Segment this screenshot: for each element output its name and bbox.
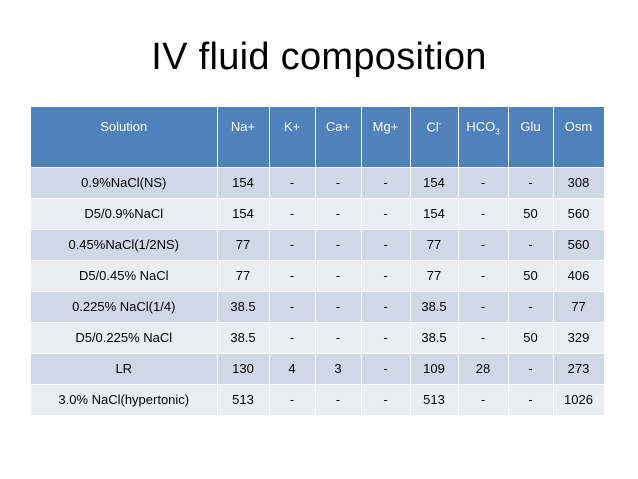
cell-sodium: 38.5	[217, 322, 270, 354]
cell-bicarbonate: -	[458, 260, 509, 292]
cell-solution: 0.225% NaCl(1/4)	[31, 291, 218, 323]
cell-potassium: -	[269, 260, 316, 292]
cell-osmolarity: 329	[553, 322, 605, 354]
table-body: 0.9%NaCl(NS) 154- - -154- -308 D5/0.9%NaCl 154…	[31, 167, 605, 416]
cell-sodium: 38.5	[217, 291, 270, 323]
table-row: 3.0% NaCl(hypertonic) 513- - -513- -1026	[31, 384, 605, 416]
cell-calcium: -	[315, 291, 362, 323]
cell-magnesium: -	[361, 198, 411, 230]
header-calcium: Ca+	[315, 107, 362, 168]
header-glucose: Glu	[508, 107, 554, 168]
cell-potassium: -	[269, 291, 316, 323]
cell-magnesium: -	[361, 384, 411, 416]
table-row: D5/0.9%NaCl 154- - -154-50 560	[31, 198, 605, 230]
cell-chloride: 513	[410, 384, 459, 416]
cell-osmolarity: 560	[553, 229, 605, 261]
cell-glucose: -	[508, 229, 554, 261]
cell-magnesium: -	[361, 322, 411, 354]
slide-title: IV fluid composition	[151, 36, 487, 78]
cell-solution: D5/0.45% NaCl	[31, 260, 218, 292]
cell-chloride: 77	[410, 260, 459, 292]
cell-osmolarity: 406	[553, 260, 605, 292]
cell-glucose: -	[508, 291, 554, 323]
header-bicarbonate: HCO3	[458, 107, 509, 168]
cell-calcium: 3	[315, 353, 362, 385]
cell-chloride: 38.5	[410, 291, 459, 323]
cell-calcium: -	[315, 167, 362, 199]
cell-glucose: 50	[508, 260, 554, 292]
header-sodium: Na+	[217, 107, 270, 168]
cell-magnesium: -	[361, 291, 411, 323]
table-row: LR 130 4 3-109 28-273	[31, 353, 605, 385]
cell-chloride: 109	[410, 353, 459, 385]
cell-sodium: 154	[217, 198, 270, 230]
table-row: D5/0.45% NaCl 77- - -77-50 406	[31, 260, 605, 292]
cell-bicarbonate: -	[458, 384, 509, 416]
cell-glucose: -	[508, 353, 554, 385]
cell-calcium: -	[315, 384, 362, 416]
cell-calcium: -	[315, 229, 362, 261]
cell-magnesium: -	[361, 167, 411, 199]
cell-solution: 0.9%NaCl(NS)	[31, 167, 218, 199]
cell-bicarbonate: -	[458, 167, 509, 199]
cell-osmolarity: 560	[553, 198, 605, 230]
header-solution: Solution	[31, 107, 218, 168]
cell-magnesium: -	[361, 260, 411, 292]
header-osmolarity: Osm	[553, 107, 605, 168]
cell-potassium: -	[269, 167, 316, 199]
cell-potassium: -	[269, 384, 316, 416]
cell-sodium: 130	[217, 353, 270, 385]
table-row: 0.9%NaCl(NS) 154- - -154- -308	[31, 167, 605, 199]
cell-sodium: 513	[217, 384, 270, 416]
cell-bicarbonate: 28	[458, 353, 509, 385]
cell-sodium: 77	[217, 260, 270, 292]
cell-bicarbonate: -	[458, 322, 509, 354]
cell-sodium: 154	[217, 167, 270, 199]
cell-bicarbonate: -	[458, 229, 509, 261]
cell-potassium: -	[269, 322, 316, 354]
cell-magnesium: -	[361, 229, 411, 261]
cell-osmolarity: 1026	[553, 384, 605, 416]
cell-bicarbonate: -	[458, 198, 509, 230]
cell-solution: 0.45%NaCl(1/2NS)	[31, 229, 218, 261]
cell-chloride: 77	[410, 229, 459, 261]
cell-solution: LR	[31, 353, 218, 385]
cell-potassium: -	[269, 198, 316, 230]
cell-glucose: -	[508, 167, 554, 199]
cell-solution: 3.0% NaCl(hypertonic)	[31, 384, 218, 416]
header-row: Solution Na+ K+ Ca+ Mg+ Cl- HCO3 Glu Osm	[31, 107, 605, 168]
cell-glucose: 50	[508, 198, 554, 230]
cell-glucose: -	[508, 384, 554, 416]
cell-chloride: 38.5	[410, 322, 459, 354]
cell-solution: D5/0.225% NaCl	[31, 322, 218, 354]
cell-calcium: -	[315, 198, 362, 230]
header-magnesium: Mg+	[361, 107, 411, 168]
cell-chloride: 154	[410, 167, 459, 199]
cell-osmolarity: 77	[553, 291, 605, 323]
table-row: 0.225% NaCl(1/4) 38.5- - -38.5- -77	[31, 291, 605, 323]
cell-bicarbonate: -	[458, 291, 509, 323]
cell-potassium: -	[269, 229, 316, 261]
cell-solution: D5/0.9%NaCl	[31, 198, 218, 230]
cell-chloride: 154	[410, 198, 459, 230]
cell-sodium: 77	[217, 229, 270, 261]
cell-osmolarity: 308	[553, 167, 605, 199]
cell-calcium: -	[315, 260, 362, 292]
table-row: 0.45%NaCl(1/2NS) 77- - -77- -560	[31, 229, 605, 261]
header-chloride: Cl-	[410, 107, 459, 168]
cell-osmolarity: 273	[553, 353, 605, 385]
header-potassium: K+	[269, 107, 316, 168]
cell-calcium: -	[315, 322, 362, 354]
cell-glucose: 50	[508, 322, 554, 354]
cell-magnesium: -	[361, 353, 411, 385]
table-row: D5/0.225% NaCl 38.5- - -38.5-50 329	[31, 322, 605, 354]
fluid-composition-table: Solution Na+ K+ Ca+ Mg+ Cl- HCO3 Glu Osm…	[31, 107, 605, 416]
cell-potassium: 4	[269, 353, 316, 385]
